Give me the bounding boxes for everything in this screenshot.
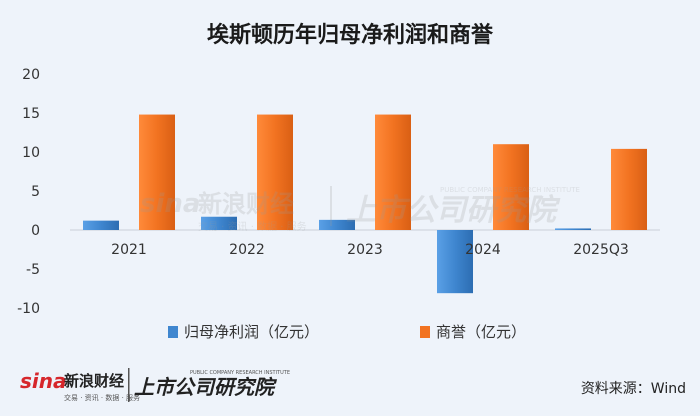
x-tick-label: 2024 <box>465 242 501 258</box>
center-watermark-research-name: 上市公司研究院 <box>346 193 561 228</box>
x-axis: 2021 2022 2023 2024 2025Q3 <box>111 242 629 258</box>
legend: 归母净利润（亿元） 商誉（亿元） <box>168 323 526 341</box>
legend-swatch <box>420 326 430 338</box>
center-watermark-sina-sub: 交易 · 资讯 · 数据 · 服务 <box>198 220 307 233</box>
footer-logo: sina 新浪财经 交易 · 资讯 · 数据 · 服务 上市公司研究院 PUBL… <box>20 368 290 402</box>
net-profit-bar-2024 <box>437 230 473 294</box>
footer-research-sub: PUBLIC COMPANY RESEARCH INSTITUTE <box>190 370 290 376</box>
goodwill-bar-2024 <box>493 144 529 230</box>
legend-label: 归母净利润（亿元） <box>184 323 319 341</box>
center-watermark-sina-logo: sina <box>140 189 200 219</box>
y-tick-label: -10 <box>17 301 40 317</box>
goodwill-bar-2021 <box>139 114 175 230</box>
center-watermark-divider <box>330 186 332 226</box>
bars <box>83 114 647 294</box>
y-tick-label: -5 <box>26 262 40 278</box>
footer-research-name: 上市公司研究院 <box>134 375 278 399</box>
y-axis: 20 15 10 5 0 -5 -10 <box>17 67 40 317</box>
x-tick-label: 2025Q3 <box>573 242 629 258</box>
footer-sina-logo: sina <box>20 369 67 393</box>
legend-label: 商誉（亿元） <box>436 323 526 341</box>
center-watermark: sina 新浪财经 交易 · 资讯 · 数据 · 服务 上市公司研究院 PUBL… <box>140 186 580 233</box>
goodwill-bar-2022 <box>257 114 293 230</box>
x-tick-label: 2021 <box>111 242 147 258</box>
chart-title: 埃斯顿历年归母净利润和商誉 <box>207 22 494 48</box>
source-note: 资料来源：Wind <box>581 381 686 397</box>
y-tick-label: 0 <box>31 223 40 239</box>
footer-sina-name: 新浪财经 <box>64 372 124 390</box>
net-profit-bar-2025Q3 <box>555 228 591 230</box>
net-profit-bar-2021 <box>83 220 119 230</box>
center-watermark-research-sub: PUBLIC COMPANY RESEARCH INSTITUTE <box>440 186 580 194</box>
goodwill-bar-2025Q3 <box>611 148 647 230</box>
y-tick-label: 20 <box>22 67 40 83</box>
center-watermark-sina-name: 新浪财经 <box>198 190 294 218</box>
x-tick-label: 2022 <box>229 242 265 258</box>
y-tick-label: 15 <box>22 106 40 122</box>
net-profit-bar-2023 <box>319 219 355 230</box>
goodwill-bar-2023 <box>375 114 411 230</box>
x-tick-label: 2023 <box>347 242 383 258</box>
y-tick-label: 10 <box>22 145 40 161</box>
footer-sina-sub: 交易 · 资讯 · 数据 · 服务 <box>64 393 140 402</box>
net-profit-bar-2022 <box>201 216 237 230</box>
y-tick-label: 5 <box>31 184 40 200</box>
footer-divider <box>128 368 130 402</box>
legend-swatch <box>168 326 178 338</box>
